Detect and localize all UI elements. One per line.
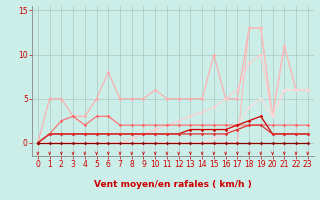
X-axis label: Vent moyen/en rafales ( km/h ): Vent moyen/en rafales ( km/h ) — [94, 180, 252, 189]
